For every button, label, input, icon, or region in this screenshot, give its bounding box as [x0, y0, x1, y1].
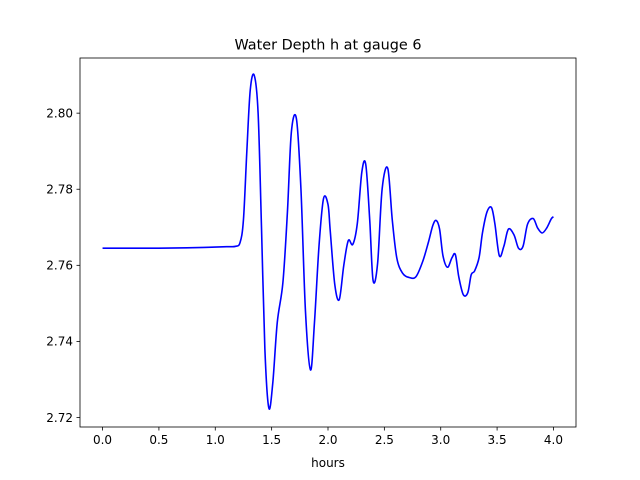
- x-axis-label: hours: [311, 456, 345, 470]
- data-layer: [102, 73, 555, 410]
- x-tick-label: 2.0: [318, 433, 337, 447]
- x-tick-label: 3.5: [488, 433, 507, 447]
- x-tick-label: 0.5: [149, 433, 168, 447]
- x-tick-label: 1.5: [262, 433, 281, 447]
- chart-title: Water Depth h at gauge 6: [234, 38, 421, 54]
- ticks-layer: 0.0 0.5 1.0 1.5 2.0 2.5 3.0 3.5 4.0 2.72 2.74 2.76 2…: [46, 106, 563, 447]
- y-tick-label: 2.78: [46, 183, 73, 197]
- x-tick-label: 4.0: [544, 433, 563, 447]
- y-tick-label: 2.72: [46, 411, 73, 425]
- y-tick-label: 2.74: [46, 335, 73, 349]
- x-tick-label: 0.0: [93, 433, 112, 447]
- y-tick-label: 2.76: [46, 259, 73, 273]
- x-tick-label: 3.0: [431, 433, 450, 447]
- series-line: [102, 73, 555, 410]
- y-tick-label: 2.80: [46, 106, 73, 120]
- x-tick-label: 1.0: [206, 433, 225, 447]
- x-tick-label: 2.5: [375, 433, 394, 447]
- plot-frame: [79, 57, 577, 428]
